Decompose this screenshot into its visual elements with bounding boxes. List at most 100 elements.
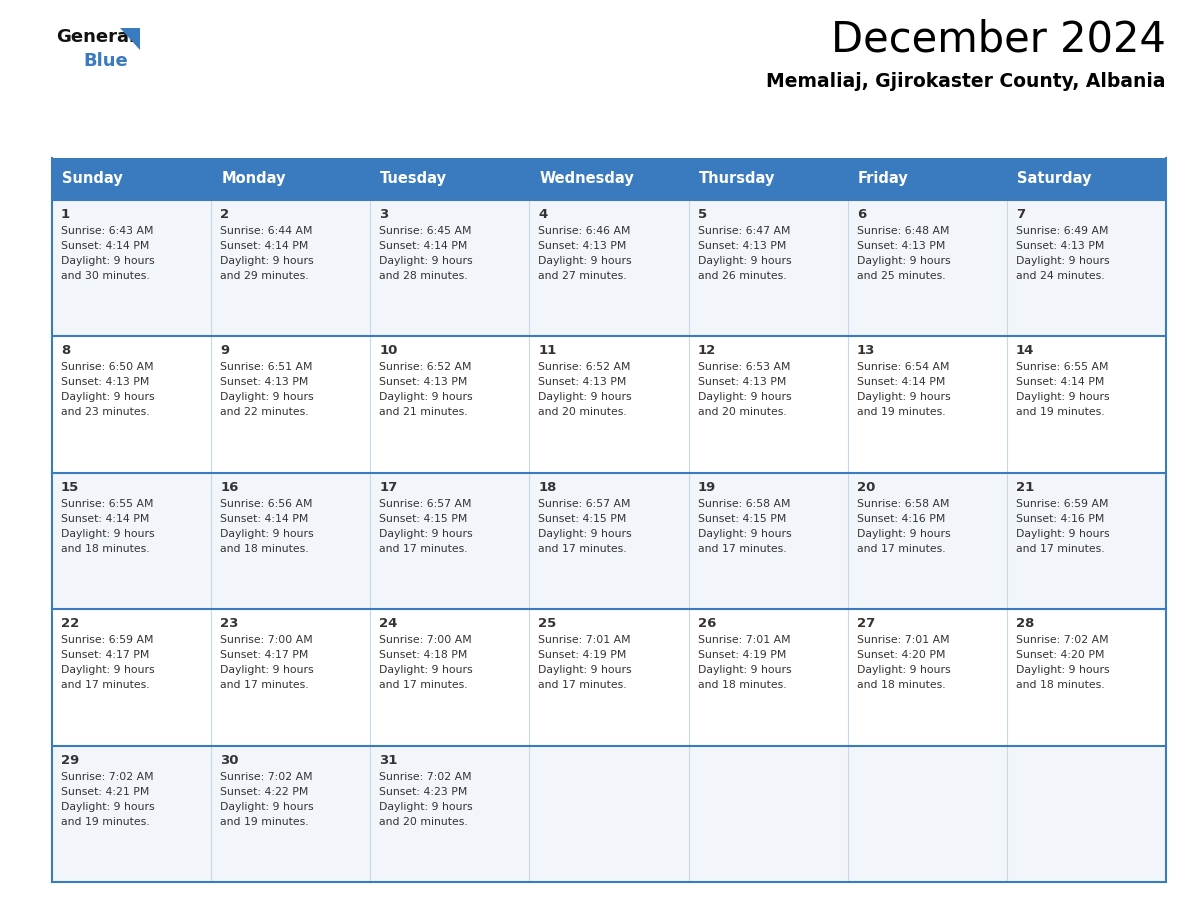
Text: Daylight: 9 hours: Daylight: 9 hours: [857, 392, 950, 402]
Text: Sunset: 4:13 PM: Sunset: 4:13 PM: [1016, 241, 1104, 251]
Text: and 19 minutes.: and 19 minutes.: [1016, 408, 1105, 418]
Text: Sunrise: 7:02 AM: Sunrise: 7:02 AM: [61, 772, 153, 781]
Text: 16: 16: [220, 481, 239, 494]
Text: 1: 1: [61, 208, 70, 221]
Text: Sunset: 4:13 PM: Sunset: 4:13 PM: [61, 377, 150, 387]
Text: Daylight: 9 hours: Daylight: 9 hours: [697, 666, 791, 676]
Text: Sunset: 4:21 PM: Sunset: 4:21 PM: [61, 787, 150, 797]
Bar: [52, 745, 1165, 882]
Text: Daylight: 9 hours: Daylight: 9 hours: [857, 256, 950, 266]
Text: Daylight: 9 hours: Daylight: 9 hours: [220, 392, 314, 402]
Text: Daylight: 9 hours: Daylight: 9 hours: [61, 666, 154, 676]
Text: Saturday: Saturday: [1017, 172, 1092, 186]
Text: Sunset: 4:14 PM: Sunset: 4:14 PM: [220, 514, 309, 524]
Text: Sunrise: 6:44 AM: Sunrise: 6:44 AM: [220, 226, 312, 236]
Text: Sunset: 4:16 PM: Sunset: 4:16 PM: [857, 514, 946, 524]
Text: Sunrise: 6:52 AM: Sunrise: 6:52 AM: [379, 363, 472, 373]
Text: Sunrise: 6:51 AM: Sunrise: 6:51 AM: [220, 363, 312, 373]
Text: and 24 minutes.: and 24 minutes.: [1016, 271, 1105, 281]
Text: and 20 minutes.: and 20 minutes.: [379, 817, 468, 826]
Text: Thursday: Thursday: [699, 172, 775, 186]
Text: Sunrise: 6:46 AM: Sunrise: 6:46 AM: [538, 226, 631, 236]
Text: Sunset: 4:13 PM: Sunset: 4:13 PM: [538, 241, 627, 251]
Text: 24: 24: [379, 617, 398, 630]
Text: Sunrise: 6:49 AM: Sunrise: 6:49 AM: [1016, 226, 1108, 236]
Text: and 17 minutes.: and 17 minutes.: [1016, 543, 1105, 554]
Text: Daylight: 9 hours: Daylight: 9 hours: [697, 392, 791, 402]
Text: and 19 minutes.: and 19 minutes.: [220, 817, 309, 826]
Text: Daylight: 9 hours: Daylight: 9 hours: [61, 529, 154, 539]
Text: and 17 minutes.: and 17 minutes.: [379, 680, 468, 690]
Text: and 17 minutes.: and 17 minutes.: [379, 543, 468, 554]
Text: Sunset: 4:16 PM: Sunset: 4:16 PM: [1016, 514, 1104, 524]
Text: 9: 9: [220, 344, 229, 357]
Text: Sunday: Sunday: [62, 172, 122, 186]
Text: 26: 26: [697, 617, 716, 630]
Text: Sunset: 4:14 PM: Sunset: 4:14 PM: [61, 241, 150, 251]
Text: Daylight: 9 hours: Daylight: 9 hours: [1016, 256, 1110, 266]
Text: 23: 23: [220, 617, 239, 630]
Text: and 18 minutes.: and 18 minutes.: [697, 680, 786, 690]
Text: Sunset: 4:22 PM: Sunset: 4:22 PM: [220, 787, 309, 797]
Text: 25: 25: [538, 617, 557, 630]
Bar: [52, 158, 1165, 200]
Text: Memaliaj, Gjirokaster County, Albania: Memaliaj, Gjirokaster County, Albania: [766, 72, 1165, 91]
Text: 6: 6: [857, 208, 866, 221]
Text: Daylight: 9 hours: Daylight: 9 hours: [538, 666, 632, 676]
Text: 3: 3: [379, 208, 388, 221]
Text: Sunset: 4:14 PM: Sunset: 4:14 PM: [220, 241, 309, 251]
Text: Daylight: 9 hours: Daylight: 9 hours: [379, 392, 473, 402]
Bar: [52, 610, 1165, 745]
Text: and 26 minutes.: and 26 minutes.: [697, 271, 786, 281]
Text: Sunrise: 6:52 AM: Sunrise: 6:52 AM: [538, 363, 631, 373]
Text: Daylight: 9 hours: Daylight: 9 hours: [379, 256, 473, 266]
Text: Daylight: 9 hours: Daylight: 9 hours: [61, 392, 154, 402]
Text: and 18 minutes.: and 18 minutes.: [61, 543, 150, 554]
Text: Daylight: 9 hours: Daylight: 9 hours: [857, 666, 950, 676]
Text: Sunset: 4:17 PM: Sunset: 4:17 PM: [61, 650, 150, 660]
Text: 19: 19: [697, 481, 716, 494]
Text: 2: 2: [220, 208, 229, 221]
Text: Daylight: 9 hours: Daylight: 9 hours: [61, 801, 154, 812]
Text: Sunset: 4:13 PM: Sunset: 4:13 PM: [697, 377, 786, 387]
Text: Friday: Friday: [858, 172, 909, 186]
Text: and 27 minutes.: and 27 minutes.: [538, 271, 627, 281]
Text: and 18 minutes.: and 18 minutes.: [220, 543, 309, 554]
Text: 15: 15: [61, 481, 80, 494]
Text: Sunset: 4:20 PM: Sunset: 4:20 PM: [857, 650, 946, 660]
Text: 5: 5: [697, 208, 707, 221]
Text: December 2024: December 2024: [832, 18, 1165, 60]
Text: Daylight: 9 hours: Daylight: 9 hours: [857, 529, 950, 539]
Text: Daylight: 9 hours: Daylight: 9 hours: [538, 529, 632, 539]
Text: Daylight: 9 hours: Daylight: 9 hours: [697, 529, 791, 539]
Text: Daylight: 9 hours: Daylight: 9 hours: [61, 256, 154, 266]
Text: Blue: Blue: [83, 52, 128, 70]
Text: 28: 28: [1016, 617, 1035, 630]
Text: Wednesday: Wednesday: [539, 172, 634, 186]
Text: Sunset: 4:20 PM: Sunset: 4:20 PM: [1016, 650, 1105, 660]
Text: and 18 minutes.: and 18 minutes.: [857, 680, 946, 690]
Text: Sunrise: 7:01 AM: Sunrise: 7:01 AM: [697, 635, 790, 645]
Text: and 19 minutes.: and 19 minutes.: [61, 817, 150, 826]
Text: Sunset: 4:19 PM: Sunset: 4:19 PM: [538, 650, 627, 660]
Text: Sunset: 4:19 PM: Sunset: 4:19 PM: [697, 650, 786, 660]
Bar: [52, 473, 1165, 610]
Text: and 17 minutes.: and 17 minutes.: [220, 680, 309, 690]
Text: 12: 12: [697, 344, 716, 357]
Text: and 21 minutes.: and 21 minutes.: [379, 408, 468, 418]
Text: Monday: Monday: [221, 172, 285, 186]
Text: 21: 21: [1016, 481, 1034, 494]
Text: Daylight: 9 hours: Daylight: 9 hours: [1016, 392, 1110, 402]
Text: Sunset: 4:13 PM: Sunset: 4:13 PM: [538, 377, 627, 387]
Text: Daylight: 9 hours: Daylight: 9 hours: [220, 666, 314, 676]
Text: 17: 17: [379, 481, 398, 494]
Text: Sunrise: 6:59 AM: Sunrise: 6:59 AM: [61, 635, 153, 645]
Text: Sunrise: 6:59 AM: Sunrise: 6:59 AM: [1016, 498, 1108, 509]
Text: Sunrise: 6:53 AM: Sunrise: 6:53 AM: [697, 363, 790, 373]
Text: Sunset: 4:18 PM: Sunset: 4:18 PM: [379, 650, 468, 660]
Text: Sunset: 4:13 PM: Sunset: 4:13 PM: [697, 241, 786, 251]
Text: 22: 22: [61, 617, 80, 630]
Text: and 30 minutes.: and 30 minutes.: [61, 271, 150, 281]
Text: 18: 18: [538, 481, 557, 494]
Text: 13: 13: [857, 344, 876, 357]
